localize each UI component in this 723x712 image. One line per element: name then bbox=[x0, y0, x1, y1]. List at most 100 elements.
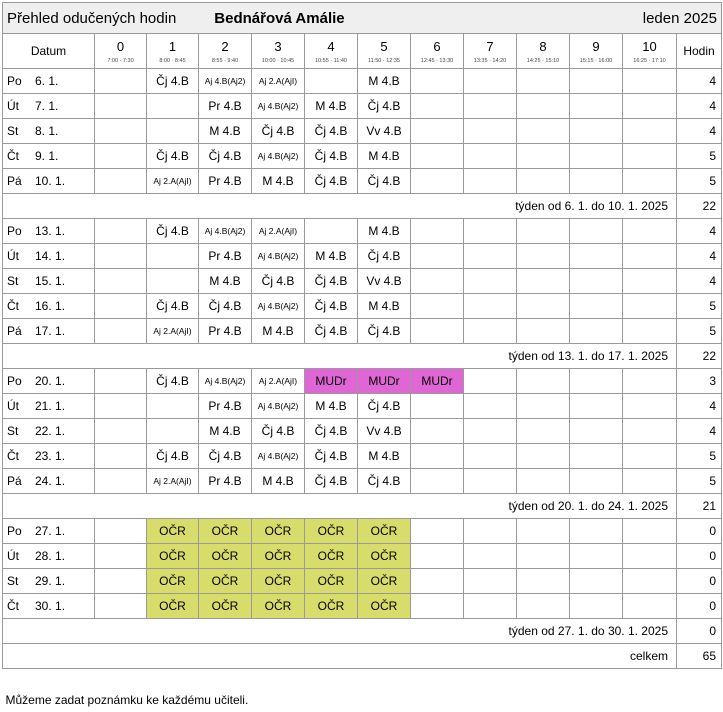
lesson-cell bbox=[516, 268, 570, 294]
lesson-cell bbox=[569, 243, 623, 269]
lesson-cell bbox=[463, 468, 517, 494]
lesson-cell bbox=[569, 418, 623, 444]
lesson-cell: OČR bbox=[357, 518, 411, 544]
lesson-cell: Čj 4.B bbox=[357, 318, 411, 344]
date-cell: Po 6. 1. bbox=[2, 68, 95, 94]
week-summary-label: týden od 27. 1. do 30. 1. 2025 bbox=[2, 618, 677, 644]
lesson-cell bbox=[569, 318, 623, 344]
lesson-cell bbox=[569, 118, 623, 144]
lesson-time: 7:00 · 7:30 bbox=[107, 58, 134, 64]
day-date: 17. 1. bbox=[35, 324, 66, 338]
day-hours-cell: 5 bbox=[676, 168, 722, 194]
day-date: 30. 1. bbox=[35, 599, 66, 613]
lesson-cell: Čj 4.B bbox=[251, 118, 305, 144]
total-label: celkem bbox=[2, 643, 677, 669]
day-name: Čt bbox=[7, 599, 19, 613]
day-name: Po bbox=[7, 524, 22, 538]
lesson-cell: Aj 2.A(AjI) bbox=[251, 218, 305, 244]
date-cell: Pá 24. 1. bbox=[2, 468, 95, 494]
lesson-cell: OČR bbox=[304, 593, 358, 619]
lesson-cell: Čj 4.B bbox=[251, 268, 305, 294]
lesson-cell bbox=[516, 543, 570, 569]
lesson-cell: Aj 4.B(Aj2) bbox=[251, 443, 305, 469]
lesson-time: 10:55 · 11:40 bbox=[314, 58, 347, 64]
day-name: St bbox=[7, 574, 19, 588]
table-row: Po 13. 1. Čj 4.B Aj 4.B(Aj2) Aj 2.A(AjI) M 4.… bbox=[2, 218, 722, 244]
lesson-cell: M 4.B bbox=[357, 68, 411, 94]
lesson-cell: Vv 4.B bbox=[357, 118, 411, 144]
lesson-cell bbox=[304, 218, 358, 244]
date-cell: Po 13. 1. bbox=[2, 218, 95, 244]
lesson-cell bbox=[463, 368, 517, 394]
lesson-column-header-6: 6 12:45 · 13:30 bbox=[410, 33, 464, 69]
lesson-time: 13:35 · 14:20 bbox=[473, 58, 507, 64]
lesson-cell bbox=[516, 68, 570, 94]
lesson-cell bbox=[410, 543, 464, 569]
lesson-cell bbox=[569, 443, 623, 469]
table-row: Čt 9. 1. Čj 4.B Čj 4.B Aj 4.B(Aj2) Čj 4.B M 4.… bbox=[2, 143, 722, 169]
lesson-cell bbox=[622, 93, 677, 119]
lesson-cell: Pr 4.B bbox=[198, 318, 252, 344]
lesson-cell bbox=[94, 443, 147, 469]
lesson-cell: Pr 4.B bbox=[198, 168, 252, 194]
lesson-cell bbox=[516, 318, 570, 344]
week-summary-row: týden od 6. 1. do 10. 1. 2025 22 bbox=[2, 193, 722, 219]
week-summary-hours: 22 bbox=[676, 193, 722, 219]
lesson-cell: Čj 4.B bbox=[304, 143, 358, 169]
total-hours: 65 bbox=[676, 643, 722, 669]
lesson-cell bbox=[622, 368, 677, 394]
lesson-cell bbox=[146, 118, 199, 144]
lesson-cell bbox=[410, 143, 464, 169]
lesson-number: 8 bbox=[539, 39, 547, 54]
lesson-cell: M 4.B bbox=[357, 143, 411, 169]
lesson-cell bbox=[463, 93, 517, 119]
report-month: leden 2025 bbox=[642, 9, 717, 27]
lesson-cell: Čj 4.B bbox=[304, 468, 358, 494]
lesson-cell bbox=[622, 443, 677, 469]
day-hours-cell: 4 bbox=[676, 68, 722, 94]
lesson-cell bbox=[622, 268, 677, 294]
lesson-cell bbox=[516, 168, 570, 194]
lesson-cell: Vv 4.B bbox=[357, 418, 411, 444]
lesson-cell bbox=[94, 293, 147, 319]
date-cell: St 15. 1. bbox=[2, 268, 95, 294]
day-hours-cell: 4 bbox=[676, 243, 722, 269]
day-name: Čt bbox=[7, 449, 19, 463]
day-name: Út bbox=[7, 99, 19, 113]
lesson-cell: Čj 4.B bbox=[198, 293, 252, 319]
week-summary-label: týden od 13. 1. do 17. 1. 2025 bbox=[2, 343, 677, 369]
lesson-cell: OČR bbox=[198, 568, 252, 594]
lesson-number: 3 bbox=[274, 39, 282, 54]
lesson-cell: OČR bbox=[198, 543, 252, 569]
lesson-cell: OČR bbox=[304, 543, 358, 569]
lesson-cell: Čj 4.B bbox=[304, 268, 358, 294]
day-hours-cell: 4 bbox=[676, 418, 722, 444]
lesson-cell bbox=[463, 118, 517, 144]
day-hours-cell: 0 bbox=[676, 543, 722, 569]
day-name: Čt bbox=[7, 149, 19, 163]
lesson-column-header-8: 8 14:25 · 15:10 bbox=[516, 33, 570, 69]
week-summary-row: týden od 20. 1. do 24. 1. 2025 21 bbox=[2, 493, 722, 519]
day-name: Pá bbox=[7, 174, 22, 188]
lesson-cell: OČR bbox=[146, 543, 199, 569]
lesson-cell: Čj 4.B bbox=[198, 443, 252, 469]
lesson-cell: Čj 4.B bbox=[304, 318, 358, 344]
lesson-time: 11:50 · 12:35 bbox=[367, 58, 400, 64]
lesson-cell bbox=[516, 443, 570, 469]
lesson-cell: OČR bbox=[146, 593, 199, 619]
day-hours-cell: 4 bbox=[676, 118, 722, 144]
lesson-time: 12:45 · 13:30 bbox=[420, 58, 454, 64]
lesson-column-header-0: 0 7:00 · 7:30 bbox=[94, 33, 147, 69]
table-row: St 8. 1. M 4.B Čj 4.B Čj 4.B Vv 4.B 4 bbox=[2, 118, 722, 144]
lesson-cell bbox=[622, 568, 677, 594]
lesson-cell bbox=[410, 68, 464, 94]
lesson-number: 6 bbox=[433, 39, 441, 54]
lesson-cell bbox=[463, 143, 517, 169]
table-row: Po 6. 1. Čj 4.B Aj 4.B(Aj2) Aj 2.A(AjI) M 4.B… bbox=[2, 68, 722, 94]
lesson-cell: Aj 2.A(AjI) bbox=[251, 368, 305, 394]
lesson-cell: OČR bbox=[198, 593, 252, 619]
lesson-cell: Aj 2.A(AjI) bbox=[146, 318, 199, 344]
table-row: Út 28. 1. OČR OČR OČR OČR OČR 0 bbox=[2, 543, 722, 569]
lesson-cell: Pr 4.B bbox=[198, 468, 252, 494]
